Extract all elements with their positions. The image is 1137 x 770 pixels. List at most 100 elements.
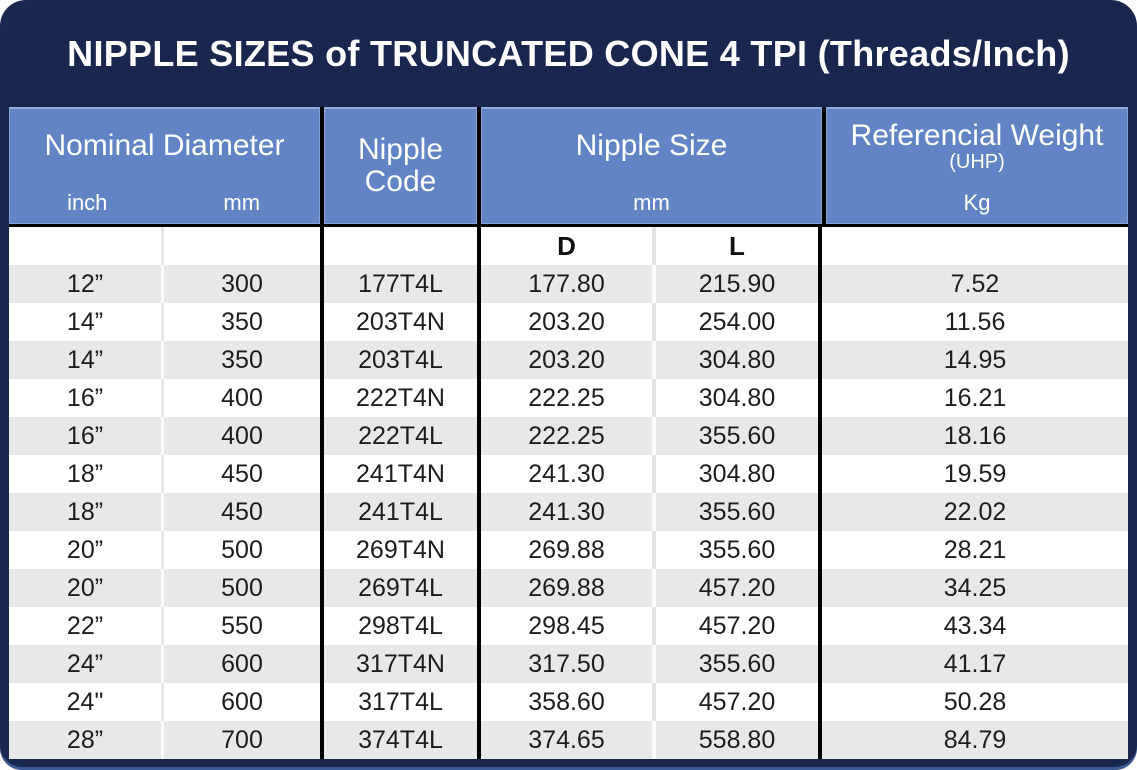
cell-inch: 28” — [9, 721, 161, 759]
column-separator — [320, 107, 324, 224]
cell-code: 241T4N — [324, 455, 477, 493]
cell-kg: 41.17 — [822, 645, 1128, 683]
cell-code: 177T4L — [324, 265, 477, 303]
cell-d: 222.25 — [481, 379, 652, 417]
cell-kg: 34.25 — [822, 569, 1128, 607]
cell-kg: 16.21 — [822, 379, 1128, 417]
cell-inch: 14” — [9, 341, 161, 379]
cell-mm: 700 — [161, 721, 320, 759]
cell-d: 203.20 — [481, 303, 652, 341]
cell-blank — [324, 227, 477, 265]
unit-inch: inch — [67, 190, 108, 215]
cell-code: 269T4N — [324, 531, 477, 569]
column-separator — [818, 227, 822, 265]
cell-inch: 22” — [9, 607, 161, 645]
cell-mm: 350 — [161, 303, 320, 341]
cell-inch: 14” — [9, 303, 161, 341]
cell-code: 203T4N — [324, 303, 477, 341]
cell-kg: 7.52 — [822, 265, 1128, 303]
cell-l: 215.90 — [652, 265, 818, 303]
column-separator — [320, 227, 324, 265]
cell-l: 304.80 — [652, 341, 818, 379]
title-bar: NIPPLE SIZES of TRUNCATED CONE 4 TPI (Th… — [0, 0, 1137, 107]
cell-l: 457.20 — [652, 683, 818, 721]
cell-kg: 84.79 — [822, 721, 1128, 759]
cell-inch: 18” — [9, 455, 161, 493]
table-row: 20” 500 269T4L 269.88 457.20 34.25 — [9, 569, 1128, 607]
subheader-d: D — [481, 227, 652, 265]
cell-blank — [9, 227, 161, 265]
page-title: NIPPLE SIZES of TRUNCATED CONE 4 TPI (Th… — [67, 32, 1070, 74]
table-row: 14” 350 203T4L 203.20 304.80 14.95 — [9, 341, 1128, 379]
cell-code: 374T4L — [324, 721, 477, 759]
unit-mm: mm — [223, 190, 261, 215]
cell-mm: 600 — [161, 645, 320, 683]
dl-subheader-row: D L — [9, 227, 1128, 265]
table-header-row: Nominal Diameter inch mm Nipple Code Nip… — [9, 107, 1128, 227]
nominal-diameter-units: inch mm — [10, 183, 319, 223]
cell-kg: 28.21 — [822, 531, 1128, 569]
cell-d: 358.60 — [481, 683, 652, 721]
table-row: 18” 450 241T4L 241.30 355.60 22.02 — [9, 493, 1128, 531]
cell-mm: 450 — [161, 455, 320, 493]
cell-mm: 450 — [161, 493, 320, 531]
cell-code: 222T4N — [324, 379, 477, 417]
cell-l: 355.60 — [652, 531, 818, 569]
nipple-size-label: Nipple Size — [575, 128, 728, 162]
column-header-nipple-size: Nipple Size mm — [481, 107, 822, 224]
table-row: 24” 600 317T4N 317.50 355.60 41.17 — [9, 645, 1128, 683]
cell-kg: 11.56 — [822, 303, 1128, 341]
cell-kg: 50.28 — [822, 683, 1128, 721]
nipple-size-units: mm — [482, 183, 821, 223]
cell-code: 317T4L — [324, 683, 477, 721]
referencial-weight-units: Kg — [827, 183, 1127, 223]
cell-inch: 24" — [9, 683, 161, 721]
table-row: 16” 400 222T4L 222.25 355.60 18.16 — [9, 417, 1128, 455]
nipple-sizes-table: Nominal Diameter inch mm Nipple Code Nip… — [9, 107, 1128, 759]
cell-l: 254.00 — [652, 303, 818, 341]
cell-mm: 500 — [161, 569, 320, 607]
cell-l: 457.20 — [652, 569, 818, 607]
cell-code: 298T4L — [324, 607, 477, 645]
cell-l: 355.60 — [652, 645, 818, 683]
cell-code: 317T4N — [324, 645, 477, 683]
cell-kg: 22.02 — [822, 493, 1128, 531]
cell-blank — [822, 227, 1128, 265]
cell-d: 269.88 — [481, 569, 652, 607]
cell-inch: 12” — [9, 265, 161, 303]
cell-inch: 20” — [9, 569, 161, 607]
cell-kg: 14.95 — [822, 341, 1128, 379]
table-row: 20” 500 269T4N 269.88 355.60 28.21 — [9, 531, 1128, 569]
cell-mm: 350 — [161, 341, 320, 379]
cell-l: 304.80 — [652, 379, 818, 417]
column-header-referencial-weight: Referencial Weight (UHP) Kg — [826, 107, 1128, 224]
table-row: 12” 300 177T4L 177.80 215.90 7.52 — [9, 265, 1128, 303]
cell-d: 222.25 — [481, 417, 652, 455]
cell-d: 203.20 — [481, 341, 652, 379]
cell-inch: 16” — [9, 417, 161, 455]
cell-l: 558.80 — [652, 721, 818, 759]
cell-inch: 24” — [9, 645, 161, 683]
cell-l: 457.20 — [652, 607, 818, 645]
cell-d: 269.88 — [481, 531, 652, 569]
cell-l: 304.80 — [652, 455, 818, 493]
cell-l: 355.60 — [652, 417, 818, 455]
table-row: 14” 350 203T4N 203.20 254.00 11.56 — [9, 303, 1128, 341]
referencial-weight-label: Referencial Weight (UHP) — [850, 118, 1104, 174]
column-header-nipple-code: Nipple Code — [324, 107, 477, 224]
table-row: 18” 450 241T4N 241.30 304.80 19.59 — [9, 455, 1128, 493]
cell-d: 177.80 — [481, 265, 652, 303]
table-row: 24" 600 317T4L 358.60 457.20 50.28 — [9, 683, 1128, 721]
cell-code: 241T4L — [324, 493, 477, 531]
cell-d: 241.30 — [481, 493, 652, 531]
table-row: 16” 400 222T4N 222.25 304.80 16.21 — [9, 379, 1128, 417]
table-row: 22” 550 298T4L 298.45 457.20 43.34 — [9, 607, 1128, 645]
cell-code: 222T4L — [324, 417, 477, 455]
uhp-sublabel: (UHP) — [949, 151, 1005, 174]
cell-kg: 43.34 — [822, 607, 1128, 645]
column-header-nominal-diameter: Nominal Diameter inch mm — [9, 107, 320, 224]
cell-mm: 300 — [161, 265, 320, 303]
cell-inch: 18” — [9, 493, 161, 531]
column-separator — [477, 107, 481, 224]
cell-kg: 18.16 — [822, 417, 1128, 455]
